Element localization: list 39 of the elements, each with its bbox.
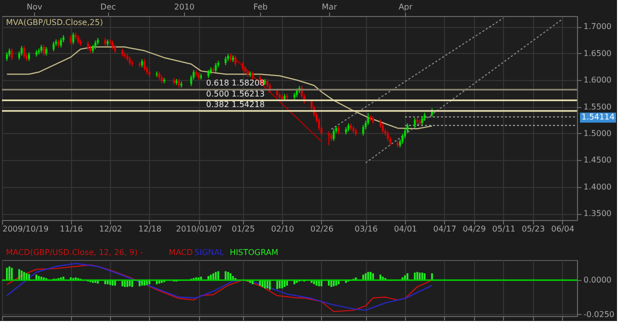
y-tick-label: 1.6000 — [584, 76, 612, 85]
x2-tick-label: Dec — [100, 2, 116, 12]
x-tick-label: 03/16 — [354, 224, 378, 234]
y-tick-label: 1.4000 — [584, 182, 612, 192]
y-tick-label: 1.5500 — [584, 102, 612, 112]
x-tick-label: 01/25 — [232, 224, 255, 234]
text: MACD — [168, 248, 193, 257]
x-tick-label: 12/02 — [99, 224, 122, 234]
x-tick-label: 04/17 — [433, 224, 456, 234]
x2-tick-label: Apr — [398, 2, 414, 12]
legend-title: MACD(GBP/USD.Close, 12, 26, 9) - — [6, 248, 144, 257]
x-tick-label: 06/04 — [551, 224, 574, 234]
x-tick-label: 2010/01/07 — [176, 224, 222, 234]
x2-tick-label: 2010 — [174, 2, 195, 12]
x-tick-label: 05/23 — [522, 224, 545, 234]
x-tick-label: 04/29 — [462, 224, 486, 234]
series-label: HISTOGRAM — [230, 248, 278, 257]
ref-line-label: 0.500 1.56213 — [206, 89, 265, 98]
y-tick-label: 0.0000 — [584, 276, 612, 285]
x2-tick-label: Feb — [253, 2, 268, 12]
x-tick-label: 04/01 — [394, 224, 418, 234]
y-tick-label: 1.4500 — [584, 156, 612, 165]
x-tick-label: 11/16 — [60, 224, 83, 234]
text: SIGNAL — [194, 248, 224, 257]
x-tick-label: 2009/10/19 — [2, 224, 49, 234]
y-tick-label: 1.3500 — [584, 209, 612, 218]
x-tick-label: 12/18 — [138, 224, 162, 234]
y-tick-label: 1.7000 — [584, 22, 612, 32]
text: 1.54114 — [581, 112, 615, 122]
x-tick-label: 02/26 — [310, 224, 334, 234]
x2-tick-label: Mar — [322, 2, 338, 12]
x2-tick-label: Nov — [26, 2, 43, 12]
y-tick-label: 1.6500 — [584, 48, 612, 58]
y-tick-label: 1.5000 — [584, 128, 612, 138]
x-tick-label: 02/10 — [271, 224, 294, 234]
y-tick-label: -0.0250 — [584, 310, 614, 319]
ref-line-label: 0.382 1.54218 — [206, 100, 265, 109]
x-tick-label: 05/11 — [492, 224, 516, 234]
text: MVA(GBP/USD.Close,25) — [6, 18, 103, 27]
